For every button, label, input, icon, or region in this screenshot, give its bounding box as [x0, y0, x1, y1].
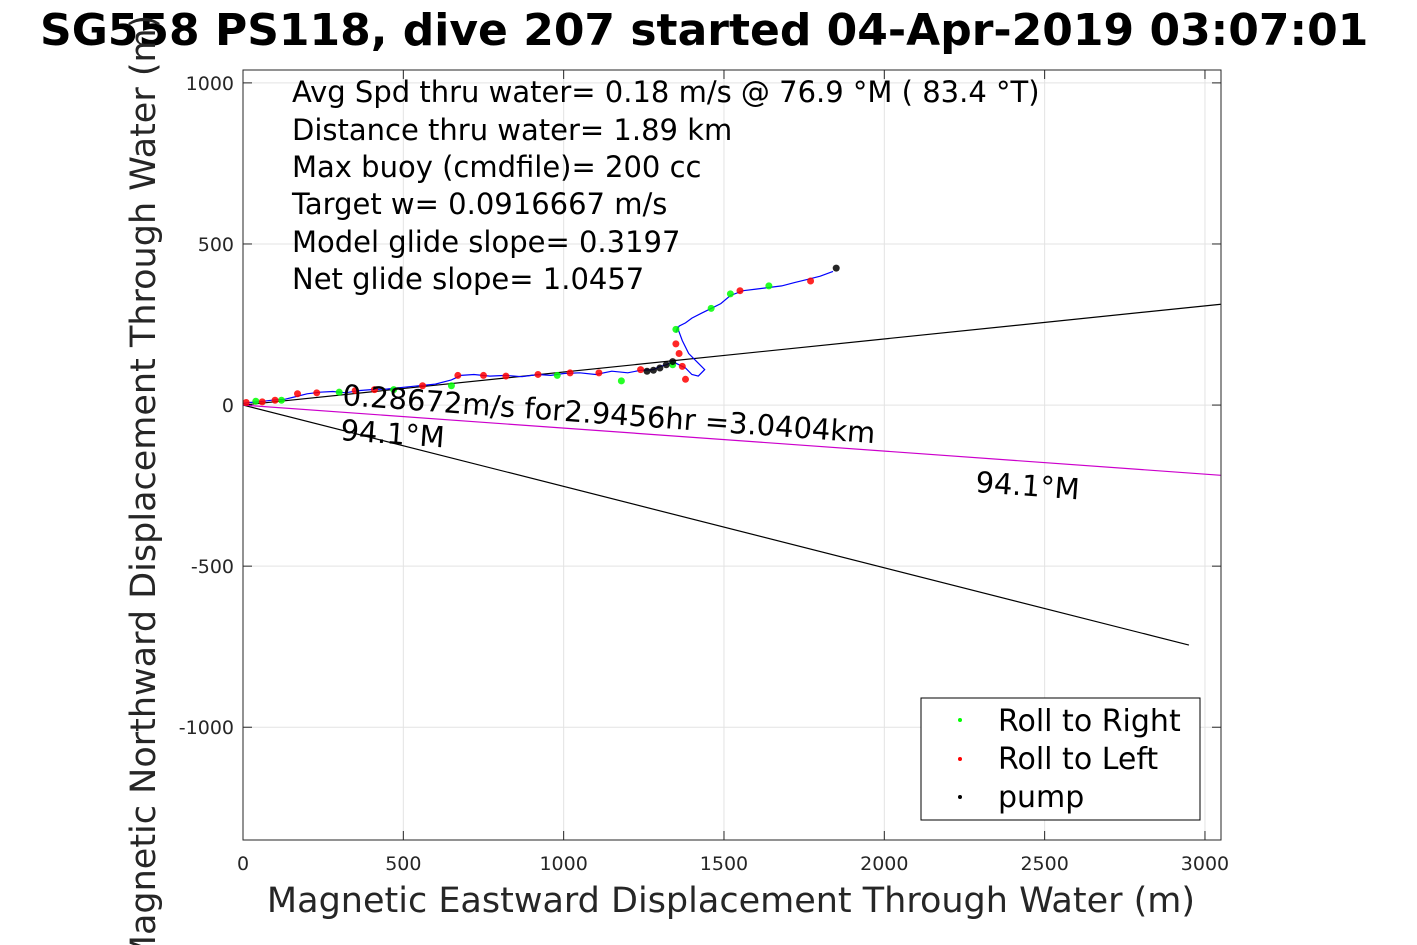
- reference-line: [242, 404, 1222, 476]
- y-axis-label: Magnetic Northward Displacement Through …: [124, 15, 164, 945]
- roll-to-right-point: [252, 397, 260, 405]
- roll-to-left-point: [807, 277, 815, 285]
- roll-to-right-point: [277, 396, 285, 404]
- roll-to-left-point: [678, 362, 686, 370]
- reference-line: [242, 303, 1222, 406]
- roll-to-right-point: [335, 388, 343, 396]
- y-tick-label: 0: [222, 395, 234, 417]
- chart-title: SG558 PS118, dive 207 started 04-Apr-201…: [40, 5, 1368, 56]
- pump-point: [643, 367, 651, 375]
- roll-to-left-point: [595, 369, 603, 377]
- pump-point: [649, 366, 657, 374]
- roll-to-left-point: [419, 382, 427, 390]
- roll-to-left-point: [313, 389, 321, 397]
- info-max-buoy: Max buoy (cmdfile)= 200 cc: [292, 150, 701, 184]
- legend-marker-roll-left: [958, 757, 962, 761]
- y-tick-label: -1000: [179, 717, 234, 739]
- legend-marker-roll-right: [958, 718, 962, 722]
- plot-frame: [242, 69, 1222, 841]
- x-tick-label: 1000: [539, 853, 587, 875]
- x-tick-label: 3000: [1181, 853, 1229, 875]
- y-tick-label: -500: [191, 556, 234, 578]
- x-axis-label: Magnetic Eastward Displacement Through W…: [267, 881, 1195, 921]
- roll-to-right-point: [672, 325, 680, 333]
- roll-to-left-point: [271, 396, 279, 404]
- roll-to-left-point: [370, 386, 378, 394]
- roll-to-right-point: [617, 377, 625, 385]
- y-tick-label: 500: [198, 234, 234, 256]
- pump-point: [662, 361, 670, 369]
- legend-box: [920, 697, 1201, 821]
- roll-to-left-point: [294, 390, 302, 398]
- roll-to-right-point: [765, 282, 773, 290]
- roll-to-left-point: [242, 398, 250, 406]
- pump-point: [656, 364, 664, 372]
- roll-to-left-point: [682, 375, 690, 383]
- roll-to-right-point: [726, 290, 734, 298]
- series-group: [242, 264, 840, 406]
- roll-to-right-point: [390, 386, 398, 394]
- x-tick-label: 1500: [700, 853, 748, 875]
- info-box: Avg Spd thru water= 0.18 m/s @ 76.9 °M (…: [291, 75, 1040, 296]
- roll-to-left-point: [736, 287, 744, 295]
- pump-point: [669, 358, 677, 366]
- x-tick-label: 2000: [860, 853, 908, 875]
- reference-line: [242, 404, 1190, 646]
- reference-lines: [242, 303, 1222, 646]
- legend-label-roll-right: Roll to Right: [998, 704, 1181, 739]
- grid: [242, 70, 1221, 840]
- roll-to-left-point: [675, 350, 683, 358]
- legend: Roll to Right Roll to Left pump: [920, 697, 1201, 821]
- y-tick-label: 1000: [186, 73, 234, 95]
- roll-to-right-point: [553, 371, 561, 379]
- info-avg-speed: Avg Spd thru water= 0.18 m/s @ 76.9 °M (…: [292, 75, 1040, 109]
- roll-to-left-point: [637, 366, 645, 374]
- legend-label-pump: pump: [998, 780, 1084, 815]
- legend-marker-pump: [958, 795, 962, 799]
- roll-to-left-point: [502, 372, 510, 380]
- info-target-w: Target w= 0.0916667 m/s: [291, 187, 667, 221]
- x-tick-label: 2500: [1020, 853, 1068, 875]
- roll-to-left-point: [534, 370, 542, 378]
- pump-point: [832, 264, 840, 272]
- roll-to-left-point: [479, 371, 487, 379]
- roll-to-left-point: [672, 340, 680, 348]
- roll-to-left-point: [258, 398, 266, 406]
- info-model-glide-slope: Model glide slope= 0.3197: [292, 225, 680, 259]
- roll-to-left-point: [351, 387, 359, 395]
- legend-label-roll-left: Roll to Left: [998, 742, 1158, 777]
- heading-annotation-near: 94.1°M: [339, 413, 445, 454]
- heading-annotation-far: 94.1°M: [974, 465, 1080, 506]
- info-net-glide-slope: Net glide slope= 1.0457: [292, 262, 644, 296]
- x-tick-label: 500: [385, 853, 421, 875]
- roll-to-left-point: [454, 371, 462, 379]
- roll-to-right-point: [447, 382, 455, 390]
- info-distance: Distance thru water= 1.89 km: [292, 113, 732, 147]
- roll-to-left-point: [566, 369, 574, 377]
- roll-to-right-point: [707, 304, 715, 312]
- x-tick-label: 0: [237, 853, 249, 875]
- tick-labels: 0 500 1000 1500 2000 2500 3000 1000 500 0 -500 -100…: [179, 73, 1229, 875]
